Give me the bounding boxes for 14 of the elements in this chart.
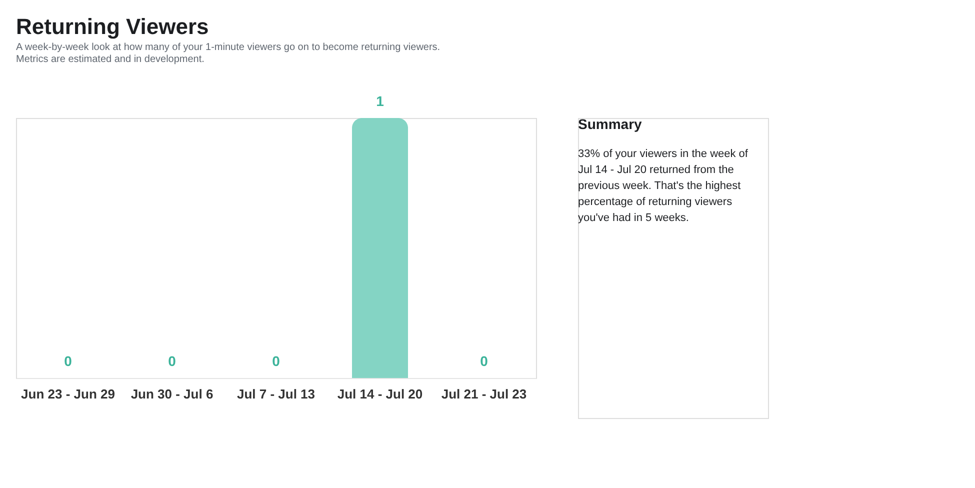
x-tick-label: Jul 21 - Jul 23 (441, 386, 527, 402)
text: 33% of your viewers in the week of Jul 14 - Jul 20 returned from the previous week. That's the highest percentage of returning viewers you've had in 5 weeks. (578, 148, 749, 224)
data-label: 0 (480, 353, 488, 369)
x-tick-label: Jun 30 - Jul 6 (130, 386, 214, 402)
x-tick-label: Jul 7 - Jul 13 (236, 386, 316, 402)
data-label: 0 (64, 353, 72, 369)
text: Summary (578, 116, 642, 132)
x-tick-label: Jun 23 - Jun 29 (21, 386, 115, 402)
data-label: 0 (168, 353, 176, 369)
x-tick-label: Jul 14 - Jul 20 (337, 386, 423, 402)
data-label: 0 (272, 353, 280, 369)
data-label: 1 (376, 93, 384, 109)
chart-subtitle: A week-by-week look at how many of your 1-minute viewers go on to become returning viewers. Metrics are estimated and in development. (16, 42, 440, 65)
chart-title: Returning Viewers (16, 14, 209, 39)
